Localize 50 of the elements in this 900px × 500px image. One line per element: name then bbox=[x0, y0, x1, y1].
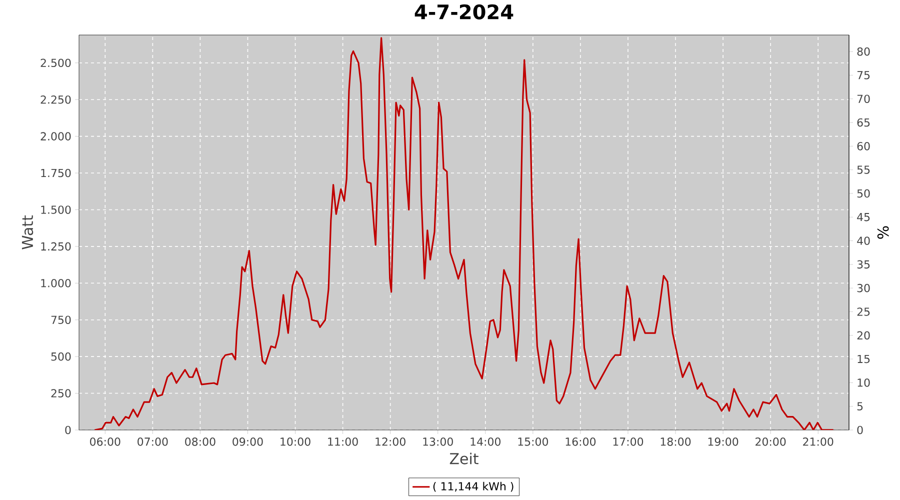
line-series bbox=[94, 37, 834, 430]
x-tick-label: 16:00 bbox=[566, 438, 596, 446]
x-tick-label: 20:00 bbox=[756, 438, 786, 446]
x-tick-label: 13:00 bbox=[423, 438, 453, 446]
legend-label: ( 11,144 kWh ) bbox=[433, 482, 514, 492]
y2-axis-title: % bbox=[877, 226, 889, 239]
y-axis-title: Watt bbox=[22, 215, 34, 250]
y-tick-label: 750 bbox=[51, 316, 71, 324]
y2-tick-label: 15 bbox=[858, 354, 870, 364]
y2-tick-label: 25 bbox=[857, 308, 870, 316]
y2-tick-label: 5 bbox=[857, 402, 863, 410]
y2-tick-label: 75 bbox=[857, 71, 870, 80]
x-tick-label: 08:00 bbox=[185, 438, 216, 446]
y2-tick-label: 10 bbox=[858, 378, 870, 387]
y2-tick-label: 50 bbox=[857, 189, 870, 198]
x-tick-label: 07:00 bbox=[138, 438, 168, 446]
y-tick-label: 1.000 bbox=[41, 278, 71, 288]
y-tick-label: 500 bbox=[51, 352, 71, 361]
y2-tick-label: 65 bbox=[857, 118, 870, 127]
x-tick-label: 11:00 bbox=[328, 438, 358, 446]
y-tick-label: 2.250 bbox=[40, 95, 71, 104]
y-tick-label: 2.000 bbox=[40, 132, 71, 140]
x-tick-label: 15:00 bbox=[518, 438, 548, 446]
x-tick-label: 09:00 bbox=[232, 438, 263, 446]
y-tick-label: 2.500 bbox=[40, 58, 71, 68]
y2-tick-label: 35 bbox=[857, 260, 870, 269]
y2-tick-label: 40 bbox=[857, 236, 870, 245]
x-tick-label: 18:00 bbox=[660, 438, 691, 446]
y2-tick-label: 0 bbox=[857, 426, 863, 434]
y2-tick-label: 80 bbox=[857, 47, 870, 56]
x-tick-label: 06:00 bbox=[90, 438, 120, 446]
y-tick-label: 1.750 bbox=[41, 168, 71, 178]
x-tick-label: 14:00 bbox=[470, 438, 500, 446]
y2-tick-label: 45 bbox=[857, 213, 870, 222]
y2-tick-label: 70 bbox=[857, 94, 870, 104]
y-tick-label: 1.250 bbox=[41, 242, 71, 251]
y2-tick-label: 30 bbox=[857, 284, 870, 292]
x-tick-label: 12:00 bbox=[376, 438, 406, 446]
y-tick-label: 1.500 bbox=[41, 206, 71, 214]
x-tick-label: 19:00 bbox=[708, 438, 738, 446]
y2-tick-label: 20 bbox=[857, 331, 870, 340]
y-tick-label: 250 bbox=[51, 389, 71, 398]
x-tick-label: 10:00 bbox=[280, 438, 310, 446]
x-axis-title: Zeit bbox=[450, 452, 478, 464]
x-tick-label: 21:00 bbox=[803, 438, 834, 446]
y2-tick-label: 55 bbox=[857, 166, 870, 174]
x-tick-label: 17:00 bbox=[613, 438, 644, 446]
y-tick-label: 0 bbox=[65, 426, 71, 434]
y2-tick-label: 60 bbox=[857, 142, 870, 150]
chart-title: 4-7-2024 bbox=[414, 4, 514, 20]
